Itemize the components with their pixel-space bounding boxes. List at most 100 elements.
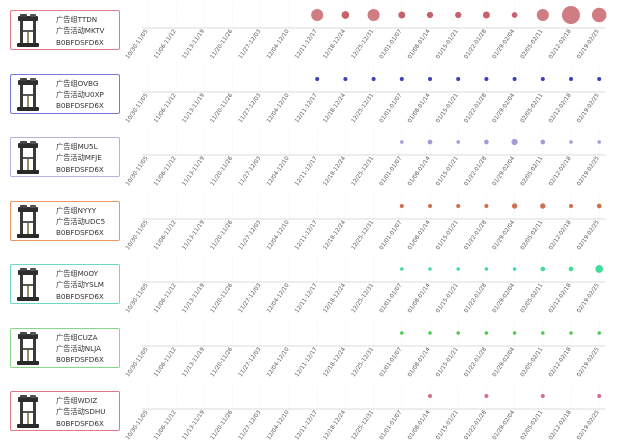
ad-group-info: 广告组CUZA 广告活动NLJA B0BFDSFD6X bbox=[56, 332, 104, 366]
data-point[interactable] bbox=[595, 265, 604, 273]
data-point[interactable] bbox=[484, 330, 489, 335]
data-point[interactable] bbox=[512, 330, 517, 335]
data-point[interactable] bbox=[512, 267, 517, 271]
chart-row: 广告组MU5L 广告活动MFJE B0BFDSFD6X 10/30-11/05 11/0… bbox=[0, 129, 620, 193]
ad-group-card[interactable]: 广告组M0OY 广告活动YSLM B0BFDSFD6X bbox=[10, 264, 120, 304]
ad-group-card[interactable]: 广告组TTDN 广告活动MKTV B0BFDSFD6X bbox=[10, 10, 120, 50]
data-point[interactable] bbox=[541, 330, 545, 335]
data-point[interactable] bbox=[569, 330, 573, 335]
x-tick-label: 11/20-11/26 bbox=[210, 28, 235, 60]
data-point[interactable] bbox=[597, 330, 601, 335]
data-point[interactable] bbox=[343, 76, 348, 81]
data-point[interactable] bbox=[511, 12, 518, 18]
data-point[interactable] bbox=[511, 138, 518, 146]
data-point[interactable] bbox=[569, 140, 573, 144]
data-point[interactable] bbox=[591, 7, 607, 23]
data-point[interactable] bbox=[311, 8, 324, 22]
data-point[interactable] bbox=[540, 76, 545, 81]
x-tick-label: 11/13-11/19 bbox=[181, 219, 206, 251]
data-point[interactable] bbox=[597, 393, 602, 399]
x-tick-label: 02/05-02/11 bbox=[520, 28, 545, 60]
asin-label: B0BFDSFD6X bbox=[56, 228, 104, 238]
data-point[interactable] bbox=[484, 139, 489, 145]
data-point[interactable] bbox=[536, 8, 549, 22]
data-point[interactable] bbox=[341, 11, 350, 19]
chart-row: 广告组TTDN 广告活动MKTV B0BFDSFD6X 10/30-11/05 11/0… bbox=[0, 2, 620, 66]
data-point[interactable] bbox=[511, 202, 518, 209]
data-point[interactable] bbox=[400, 140, 404, 144]
data-point[interactable] bbox=[428, 267, 432, 271]
ad-group-card[interactable]: 广告组MU5L 广告活动MFJE B0BFDSFD6X bbox=[10, 137, 120, 177]
data-point[interactable] bbox=[400, 267, 404, 271]
data-point[interactable] bbox=[568, 266, 574, 272]
x-tick-label: 12/04-12/10 bbox=[266, 155, 291, 187]
data-point[interactable] bbox=[456, 203, 461, 208]
data-point[interactable] bbox=[426, 11, 434, 19]
data-point[interactable] bbox=[512, 76, 517, 81]
data-point[interactable] bbox=[399, 76, 404, 81]
bubble-plot: 10/30-11/05 11/06-11/12 11/13-11/19 11/20-1… bbox=[125, 319, 606, 378]
campaign-label: 广告活动MKTV bbox=[56, 26, 105, 36]
x-tick-label: 02/19-02/25 bbox=[576, 219, 601, 251]
data-point[interactable] bbox=[427, 76, 433, 81]
data-point[interactable] bbox=[596, 203, 602, 208]
data-point[interactable] bbox=[456, 330, 461, 335]
x-tick-label: 01/08-01/14 bbox=[407, 219, 432, 251]
x-tick-label: 12/04-12/10 bbox=[266, 92, 291, 124]
x-tick-label: 12/25-12/31 bbox=[351, 219, 376, 251]
ad-group-label: 广告组MU5L bbox=[56, 142, 98, 151]
data-point[interactable] bbox=[400, 330, 404, 335]
ad-group-card[interactable]: 广告组NYYY 广告活动UDC5 B0BFDSFD6X bbox=[10, 200, 120, 241]
chart-row: 广告组M0OY 广告活动YSLM B0BFDSFD6X 10/30-11/05 11/0… bbox=[0, 256, 620, 320]
data-point[interactable] bbox=[484, 76, 489, 81]
x-tick-label: 01/29-02/04 bbox=[492, 346, 517, 378]
data-point[interactable] bbox=[456, 267, 461, 271]
data-point[interactable] bbox=[540, 202, 546, 209]
campaign-label: 广告活动U0XP bbox=[56, 89, 104, 99]
data-point[interactable] bbox=[398, 11, 406, 19]
x-tick-label: 01/22-01/28 bbox=[463, 219, 488, 251]
ad-group-label: 广告组CUZA bbox=[56, 332, 98, 342]
product-thumbnail bbox=[17, 204, 39, 238]
data-point[interactable] bbox=[540, 139, 546, 145]
data-point[interactable] bbox=[568, 76, 574, 81]
data-point[interactable] bbox=[367, 8, 380, 22]
data-point[interactable] bbox=[427, 393, 433, 399]
ad-group-card[interactable]: 广告组OVBG 广告活动U0XP B0BFDSFD6X bbox=[10, 73, 120, 114]
x-tick-label: 11/20-11/26 bbox=[210, 409, 235, 441]
data-point[interactable] bbox=[371, 76, 376, 81]
asin-label: B0BFDSFD6X bbox=[56, 291, 104, 301]
x-tick-label: 10/30-11/05 bbox=[125, 155, 150, 187]
data-point[interactable] bbox=[399, 203, 404, 208]
chart-row: 广告组WDIZ 广告活动SDHU B0BFDSFD6X 10/30-11/05 11/0… bbox=[0, 383, 620, 447]
x-tick-label: 12/11-12/17 bbox=[294, 28, 319, 60]
x-tick-label: 11/06-11/12 bbox=[153, 410, 178, 442]
data-point[interactable] bbox=[484, 203, 489, 208]
data-point[interactable] bbox=[455, 11, 462, 19]
chart-row: 广告组NYYY 广告活动UDC5 B0BFDSFD6X 10/30-11/05 11/0… bbox=[0, 192, 620, 257]
data-point[interactable] bbox=[428, 330, 432, 335]
x-tick-label: 01/15-01/21 bbox=[435, 219, 460, 251]
data-point[interactable] bbox=[456, 76, 461, 81]
data-point[interactable] bbox=[456, 140, 461, 144]
data-point[interactable] bbox=[568, 203, 574, 208]
data-point[interactable] bbox=[484, 267, 489, 271]
ad-group-card[interactable]: 广告组CUZA 广告活动NLJA B0BFDSFD6X bbox=[10, 327, 120, 368]
x-tick-label: 02/19-02/25 bbox=[576, 409, 601, 441]
data-point[interactable] bbox=[562, 6, 580, 24]
data-point[interactable] bbox=[427, 139, 433, 145]
data-point[interactable] bbox=[427, 203, 433, 208]
x-tick-label: 01/29-02/04 bbox=[492, 282, 517, 314]
ad-group-card[interactable]: 广告组WDIZ 广告活动SDHU B0BFDSFD6X bbox=[10, 391, 120, 431]
data-point[interactable] bbox=[597, 140, 601, 144]
data-point[interactable] bbox=[315, 76, 320, 81]
x-tick-label: 01/22-01/28 bbox=[463, 282, 488, 314]
data-point[interactable] bbox=[484, 393, 489, 399]
data-point[interactable] bbox=[540, 393, 545, 399]
x-tick-label: 12/11-12/17 bbox=[294, 282, 319, 314]
x-tick-label: 12/25-12/31 bbox=[351, 282, 376, 314]
data-point[interactable] bbox=[597, 76, 602, 81]
data-point[interactable] bbox=[540, 266, 546, 272]
data-point[interactable] bbox=[482, 11, 490, 19]
product-thumbnail bbox=[17, 77, 39, 111]
